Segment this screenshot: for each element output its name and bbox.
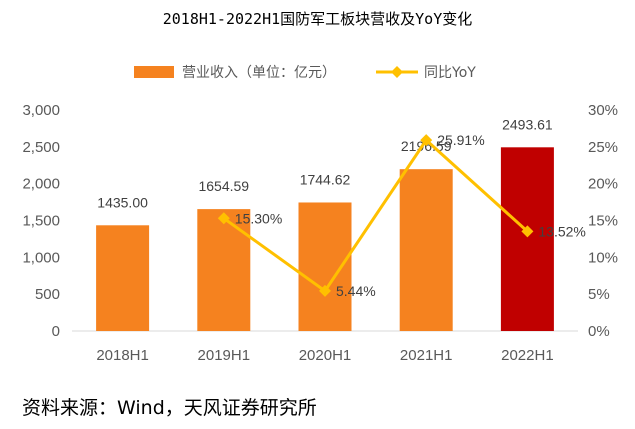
left-axis: 0 500 1,000 1,500 2,000 2,500 3,000	[22, 102, 60, 340]
bar	[500, 147, 554, 331]
yoy-point	[319, 284, 331, 297]
yoy-value-label: 25.91%	[437, 132, 484, 148]
yoy-labels: 15.30% 5.44% 25.91% 13.52%	[235, 132, 586, 299]
yoy-value-label: 15.30%	[235, 210, 282, 226]
bar	[399, 169, 453, 331]
bar	[96, 225, 150, 331]
bar-value-label: 1744.62	[300, 171, 351, 187]
bar-value-label: 1435.00	[97, 194, 148, 210]
left-tick-label: 0	[52, 323, 60, 340]
left-tick-label: 500	[35, 286, 60, 303]
right-tick-label: 5%	[588, 286, 610, 303]
yoy-value-label: 13.52%	[538, 223, 585, 239]
bar-value-label: 2493.61	[502, 116, 553, 132]
right-axis: 0% 5% 10% 15% 20% 25% 30%	[588, 102, 618, 340]
bar	[197, 209, 251, 331]
legend-bar-label: 营业收入（单位：亿元）	[182, 65, 336, 81]
category-label: 2018H1	[96, 347, 149, 364]
right-tick-label: 10%	[588, 249, 618, 266]
bars	[96, 147, 554, 331]
yoy-value-label: 5.44%	[336, 283, 376, 299]
legend: 营业收入（单位：亿元） 同比YoY	[134, 65, 476, 81]
right-tick-label: 30%	[588, 102, 618, 119]
bar-value-label: 1654.59	[198, 178, 249, 194]
yoy-point	[217, 212, 230, 225]
chart-title: 2018H1-2022H1国防军工板块营收及YoY变化	[162, 10, 473, 28]
yoy-line	[217, 134, 534, 297]
category-label: 2021H1	[400, 347, 453, 364]
right-tick-label: 15%	[588, 213, 618, 230]
category-labels: 2018H1 2019H1 2020H1 2021H1 2022H1	[96, 347, 553, 364]
right-tick-label: 25%	[588, 139, 618, 156]
yoy-point	[521, 225, 534, 238]
bar	[298, 202, 352, 331]
category-label: 2020H1	[299, 347, 352, 364]
right-tick-label: 0%	[588, 323, 610, 340]
legend-line-marker	[391, 66, 403, 78]
category-label: 2022H1	[501, 347, 554, 364]
yoy-point	[420, 134, 433, 147]
left-tick-label: 1,500	[22, 213, 60, 230]
source-note: 资料来源：Wind，天风证券研究所	[22, 397, 317, 419]
right-tick-label: 20%	[588, 176, 618, 193]
category-label: 2019H1	[198, 347, 251, 364]
left-tick-label: 2,500	[22, 139, 60, 156]
left-tick-label: 3,000	[22, 102, 60, 119]
yoy-series-line	[222, 138, 529, 293]
left-tick-label: 2,000	[22, 176, 60, 193]
legend-line-label: 同比YoY	[424, 65, 476, 81]
legend-bar-swatch	[134, 66, 174, 78]
left-tick-label: 1,000	[22, 249, 60, 266]
